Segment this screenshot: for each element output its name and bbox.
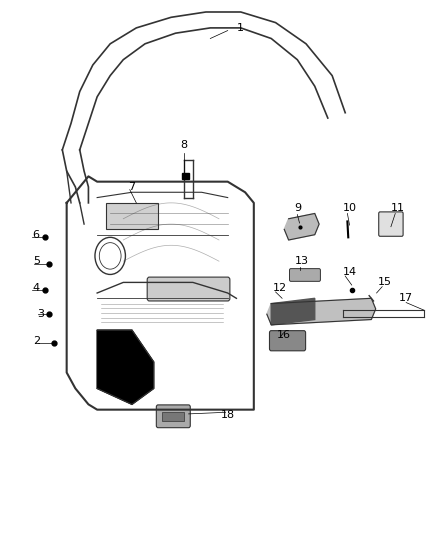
FancyBboxPatch shape — [379, 212, 403, 236]
Text: 11: 11 — [390, 203, 404, 213]
Bar — [106, 203, 158, 229]
Text: 3: 3 — [37, 309, 44, 319]
Text: 15: 15 — [378, 277, 392, 287]
Text: 4: 4 — [33, 282, 40, 293]
Text: 5: 5 — [33, 256, 40, 266]
Polygon shape — [267, 298, 376, 325]
Text: 1: 1 — [237, 23, 244, 33]
Text: 18: 18 — [221, 410, 235, 420]
Polygon shape — [284, 214, 319, 240]
FancyBboxPatch shape — [147, 277, 230, 301]
Polygon shape — [271, 298, 315, 325]
Polygon shape — [97, 330, 154, 405]
FancyBboxPatch shape — [290, 269, 321, 281]
FancyBboxPatch shape — [156, 405, 190, 427]
Text: 17: 17 — [399, 293, 413, 303]
Text: 8: 8 — [180, 140, 188, 150]
Text: 9: 9 — [294, 203, 301, 213]
Bar — [162, 412, 184, 421]
Text: 13: 13 — [295, 256, 309, 266]
Text: 2: 2 — [33, 336, 40, 346]
Text: 7: 7 — [128, 182, 135, 192]
Text: 12: 12 — [273, 282, 287, 293]
Text: 6: 6 — [33, 230, 40, 240]
Text: 14: 14 — [343, 267, 357, 277]
Text: 10: 10 — [343, 203, 357, 213]
Bar — [182, 173, 188, 179]
FancyBboxPatch shape — [269, 330, 306, 351]
Text: 16: 16 — [277, 330, 291, 341]
